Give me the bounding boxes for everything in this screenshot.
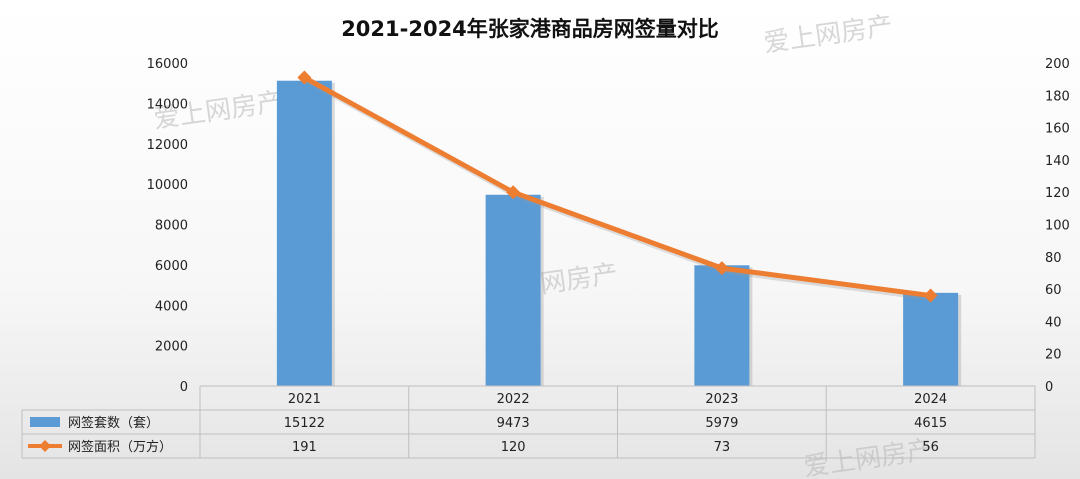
legend-series-name: 网签套数（套）: [68, 415, 159, 431]
y-left-tick-label: 14000: [147, 97, 188, 112]
line-point: [297, 70, 312, 85]
x-tick-label: 2024: [914, 392, 947, 407]
bar: [694, 265, 750, 386]
table-value: 5979: [705, 416, 738, 431]
table-value: 191: [292, 440, 317, 455]
legend-series-name: 网签面积（万方）: [68, 439, 172, 455]
y-right-tick-label: 180: [1045, 89, 1070, 104]
y-right-tick-label: 160: [1045, 122, 1070, 137]
watermark-bottom: 爱上网房产: [802, 435, 935, 479]
y-right-tick-label: 120: [1045, 186, 1070, 201]
x-tick-label: 2023: [705, 392, 738, 407]
table-value: 120: [501, 440, 526, 455]
x-tick-label: 2021: [288, 392, 321, 407]
y-right-tick-label: 20: [1045, 348, 1062, 363]
table-value: 4615: [914, 416, 947, 431]
y-left-tick-label: 16000: [147, 57, 188, 72]
y-left-tick-label: 4000: [155, 299, 188, 314]
y-right-tick-label: 200: [1045, 57, 1070, 72]
table-value: 73: [714, 440, 731, 455]
y-left-tick-label: 0: [180, 380, 188, 395]
table-value: 15122: [284, 416, 325, 431]
y-left-tick-label: 6000: [155, 259, 188, 274]
line-point: [714, 261, 729, 276]
watermark-top: 爱上网房产: [762, 11, 895, 59]
y-left-tick-label: 2000: [155, 340, 188, 355]
y-left-tick-label: 8000: [155, 219, 188, 234]
y-right-tick-label: 80: [1045, 251, 1062, 266]
line-point: [506, 185, 521, 200]
line-point: [923, 288, 938, 303]
line-series: [303, 75, 931, 299]
table-value: 9473: [497, 416, 530, 431]
bar: [903, 292, 959, 386]
y-left-tick-label: 10000: [147, 178, 188, 193]
bar: [276, 80, 332, 387]
bar: [485, 194, 541, 386]
legend-key-marker: [39, 440, 51, 452]
y-right-tick-label: 140: [1045, 154, 1070, 169]
line-shadow: [305, 78, 933, 302]
table-value: 56: [922, 440, 939, 455]
y-left-tick-label: 12000: [147, 138, 188, 153]
legend-key-bar: [30, 417, 60, 427]
y-right-tick-label: 60: [1045, 283, 1062, 298]
x-tick-label: 2022: [497, 392, 530, 407]
y-right-tick-label: 0: [1045, 380, 1053, 395]
plot-area: 0 2000 4000 6000 8000 10000 12000 14000 16000 0 20…: [21, 57, 1070, 459]
chart-title: 2021-2024年张家港商品房网签量对比: [341, 17, 719, 41]
y-right-tick-label: 100: [1045, 219, 1070, 234]
y-right-tick-label: 40: [1045, 315, 1062, 330]
